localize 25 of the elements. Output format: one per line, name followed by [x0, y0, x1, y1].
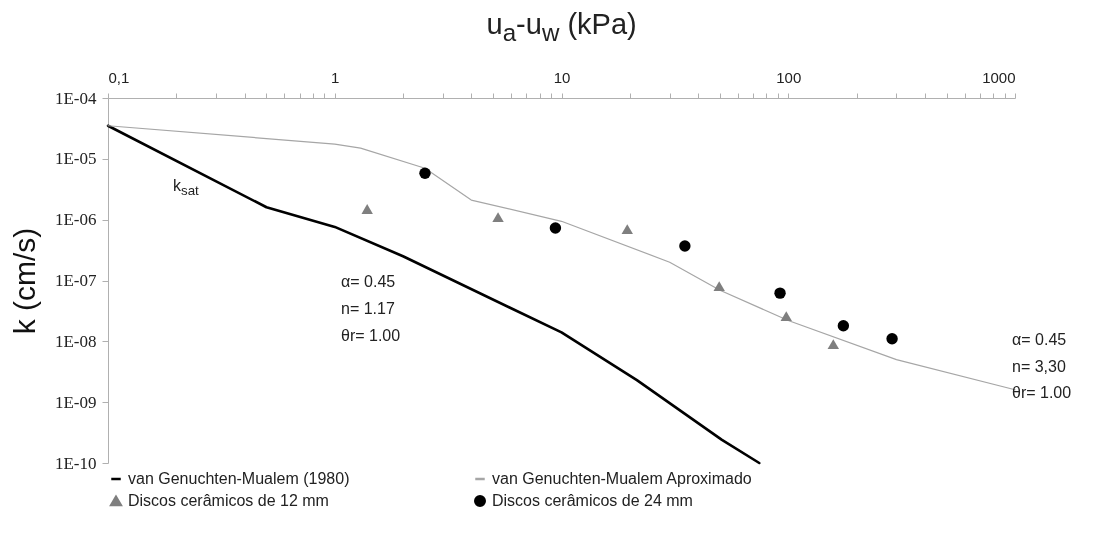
annotation: θr= 1.00 [1012, 384, 1072, 402]
legend-label: van Genuchten-Mualem (1980) [128, 470, 350, 487]
y-axis-title: k (cm/s) [7, 227, 41, 335]
legend-label: Discos cerâmicos de 12 mm [128, 492, 329, 509]
x-tick-label: 10 [553, 68, 571, 86]
x-tick-label: 100 [776, 68, 802, 86]
y-tick-label: 1E-05 [54, 149, 97, 169]
annotation: n= 3,30 [1012, 358, 1066, 376]
annotation: θr= 1.00 [341, 327, 401, 345]
annotation: α= 0.45 [1012, 331, 1067, 349]
y-tick-label: 1E-08 [54, 331, 97, 351]
legend-label: van Genuchten-Mualem Aproximado [492, 470, 752, 487]
legend-label: Discos cerâmicos de 24 mm [492, 492, 693, 509]
annotation: α= 0.45 [341, 273, 396, 291]
x-tick-label: 1000 [982, 68, 1016, 86]
annotation: k$_{sat}$ [173, 176, 199, 198]
y-tick-label: 1E-10 [54, 453, 97, 473]
x-tick-label: 1 [331, 68, 340, 86]
y-tick-label: 1E-09 [54, 392, 97, 412]
y-tick-label: 1E-06 [54, 210, 97, 230]
x-axis-title: u$_{a}$-u$_{w}$ (kPa) [486, 8, 637, 47]
y-tick-label: 1E-07 [54, 271, 97, 290]
y-tick-label: 1E-04 [54, 88, 97, 108]
x-tick-label: 0,1 [108, 68, 130, 86]
annotation: n= 1.17 [341, 300, 395, 318]
